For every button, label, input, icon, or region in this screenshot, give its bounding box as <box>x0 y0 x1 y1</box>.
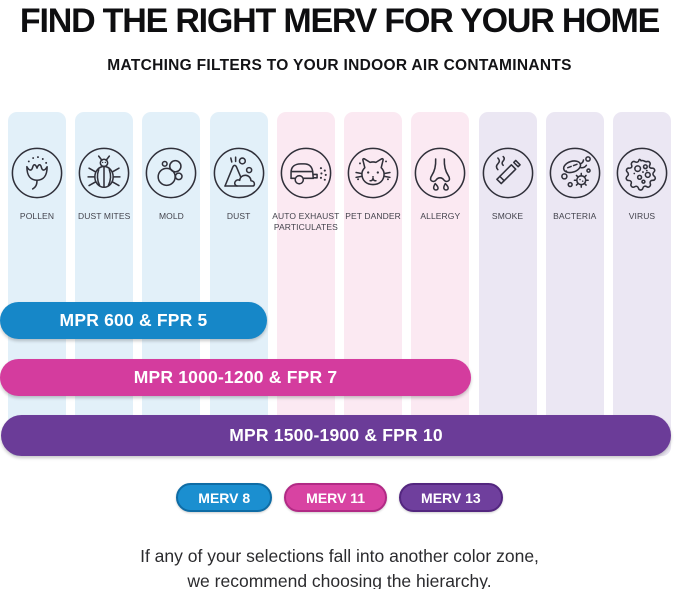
column-mold: MOLD <box>142 112 201 456</box>
smoke-icon <box>482 147 533 199</box>
footer-line-1: If any of your selections fall into anot… <box>140 546 539 566</box>
footer-note: If any of your selections fall into anot… <box>0 544 679 589</box>
legend-merv-13: MERV 13 <box>399 483 503 512</box>
contaminant-label: SMOKE <box>491 211 524 221</box>
footer-line-2: we recommend choosing the hierarchy. <box>187 570 492 589</box>
column-allergy: ALLERGY <box>411 112 470 456</box>
contaminant-label: ALLERGY <box>420 211 461 221</box>
contaminant-label: AUTO EXHAUST PARTICULATES <box>272 211 340 232</box>
contaminant-label: BACTERIA <box>553 211 597 221</box>
bacteria-icon <box>549 147 601 199</box>
dust-icon <box>213 147 265 199</box>
legend-label: MERV 8 <box>198 489 251 506</box>
contaminant-label: VIRUS <box>628 211 656 221</box>
column-virus: VIRUS <box>612 112 671 456</box>
dust-mites-icon <box>78 147 130 199</box>
legend-label: MERV 11 <box>306 489 366 506</box>
contaminant-label: MOLD <box>158 211 184 221</box>
bar-label: MPR 1500-1900 & FPR 10 <box>229 425 443 445</box>
column-smoke: SMOKE <box>478 112 537 456</box>
contaminant-label: PET DANDER <box>345 211 401 221</box>
merv-13-range-bar: MPR 1500-1900 & FPR 10 <box>1 415 671 456</box>
column-pollen: POLLEN <box>8 112 66 456</box>
merv-8-range-bar: MPR 600 & FPR 5 <box>0 302 267 339</box>
contaminant-label: DUST MITES <box>78 211 131 221</box>
column-pet-dander: PET DANDER <box>344 112 403 456</box>
virus-icon <box>616 147 668 199</box>
allergy-icon <box>414 147 466 199</box>
merv-11-range-bar: MPR 1000-1200 & FPR 7 <box>0 359 471 396</box>
contaminant-label: DUST <box>226 211 251 221</box>
column-dust-mites: DUST MITES <box>75 112 134 456</box>
legend-merv-11: MERV 11 <box>284 483 388 512</box>
contaminant-label: POLLEN <box>19 211 55 221</box>
pet-dander-icon <box>347 147 399 199</box>
contaminant-columns: POLLEN DUST MITES MOL <box>8 112 671 456</box>
legend-label: MERV 13 <box>421 489 481 506</box>
page-title: FIND THE RIGHT MERV FOR YOUR HOME <box>19 2 660 40</box>
mold-icon <box>146 147 197 199</box>
bar-label: MPR 600 & FPR 5 <box>59 310 208 330</box>
pollen-icon <box>11 147 63 199</box>
page-subtitle: MATCHING FILTERS TO YOUR INDOOR AIR CONT… <box>107 57 572 74</box>
column-auto-exhaust: AUTO EXHAUST PARTICULATES <box>272 112 339 456</box>
auto-exhaust-icon <box>280 147 332 199</box>
column-bacteria: BACTERIA <box>545 112 604 456</box>
bar-label: MPR 1000-1200 & FPR 7 <box>133 367 338 387</box>
legend-merv-8: MERV 8 <box>176 483 273 512</box>
legend: MERV 8 MERV 11 MERV 13 <box>0 483 679 512</box>
column-dust: DUST <box>209 112 268 456</box>
